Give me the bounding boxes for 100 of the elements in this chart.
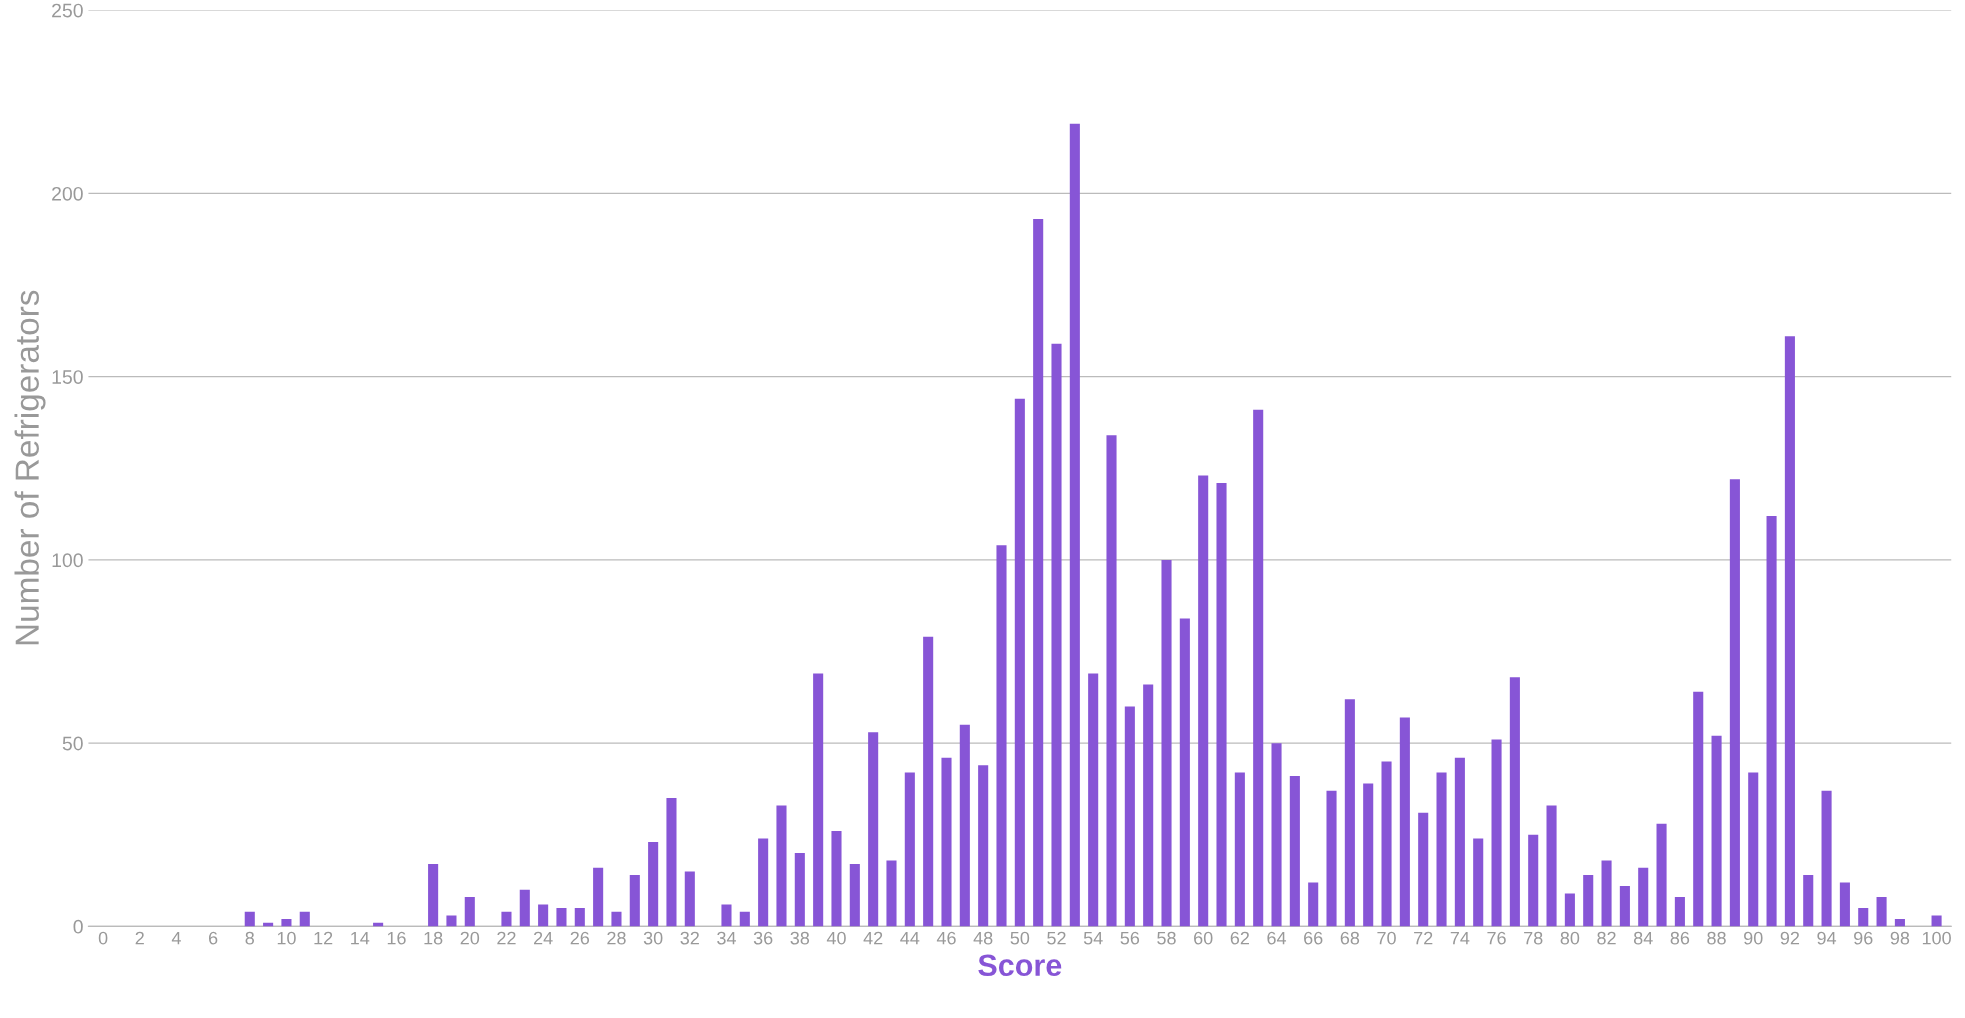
x-tick-label: 98	[1890, 931, 1910, 945]
bar	[1454, 757, 1465, 927]
y-tick-label: 0	[73, 919, 83, 934]
x-tick-label: 44	[900, 931, 920, 945]
x-tick-label: 6	[209, 931, 218, 945]
bar	[1271, 743, 1282, 927]
x-tick-label: 76	[1487, 931, 1506, 945]
x-tick-label: 74	[1450, 931, 1470, 945]
bar	[1784, 336, 1795, 927]
bar	[1033, 219, 1044, 927]
x-tick-label: 78	[1524, 931, 1543, 945]
x-tick-label: 52	[1047, 931, 1066, 945]
x-tick-label: 20	[460, 931, 480, 945]
bar	[1143, 684, 1154, 927]
bar	[776, 805, 787, 927]
x-tick-label: 8	[245, 931, 255, 945]
bar	[1619, 886, 1630, 927]
x-tick-label: 16	[387, 931, 406, 945]
x-tick-label: 82	[1597, 931, 1616, 945]
bar	[1161, 559, 1172, 927]
bar	[1308, 882, 1319, 927]
x-tick-label: 32	[680, 931, 699, 945]
bar	[1858, 908, 1869, 927]
x-tick-label: 36	[753, 931, 773, 945]
bar	[1931, 915, 1942, 927]
bar	[1216, 482, 1227, 927]
x-tick-label: 2	[135, 931, 144, 945]
x-tick-label: 10	[277, 931, 296, 945]
bar	[904, 772, 915, 927]
bar	[1253, 409, 1264, 927]
bar	[428, 864, 439, 927]
x-tick-label: 0	[98, 931, 108, 945]
bar	[464, 897, 475, 927]
bar	[1803, 875, 1814, 927]
bar	[1326, 790, 1337, 927]
x-tick-label: 26	[570, 931, 590, 945]
bar	[1381, 761, 1392, 927]
bar	[501, 911, 512, 927]
y-tick-label: 100	[52, 553, 83, 568]
y-tick-label: 150	[52, 370, 83, 384]
bar	[1234, 772, 1245, 927]
x-tick-label: 4	[171, 931, 181, 945]
bar	[1473, 838, 1484, 927]
x-tick-label: 48	[973, 931, 993, 945]
y-tick-label: 250	[52, 3, 83, 18]
bar	[978, 765, 989, 927]
bar	[1894, 919, 1905, 927]
bar	[1509, 677, 1520, 927]
bar	[739, 911, 750, 927]
x-tick-label: 40	[826, 931, 846, 945]
bar	[1198, 475, 1209, 927]
bar	[1106, 435, 1117, 927]
bar	[684, 871, 695, 927]
x-tick-label: 60	[1194, 931, 1213, 945]
x-tick-label: 54	[1083, 931, 1103, 945]
bar	[1601, 860, 1612, 927]
bar	[721, 904, 732, 927]
x-tick-label: 96	[1854, 931, 1873, 945]
bar	[813, 673, 824, 927]
bar	[1528, 834, 1539, 927]
x-tick-label: 70	[1377, 931, 1396, 945]
x-tick-label: 24	[534, 931, 553, 945]
bar	[244, 911, 255, 927]
x-tick-label: 62	[1230, 931, 1249, 945]
bar	[868, 732, 879, 927]
x-tick-label: 28	[607, 931, 626, 945]
bar	[538, 904, 549, 927]
bar	[1638, 867, 1649, 927]
x-tick-label: 80	[1560, 931, 1580, 945]
bar	[1546, 805, 1557, 927]
bar	[574, 908, 585, 927]
bar	[1711, 735, 1722, 927]
x-tick-label: 30	[643, 931, 663, 945]
bar	[1051, 343, 1062, 927]
x-tick-label: 22	[497, 931, 516, 945]
bar	[1674, 897, 1685, 927]
bar	[1564, 893, 1575, 927]
bar	[1748, 772, 1759, 927]
y-tick-label: 200	[52, 186, 83, 201]
bar	[1088, 673, 1099, 927]
x-tick-label: 50	[1010, 931, 1030, 945]
bar	[1583, 875, 1594, 927]
bar	[1656, 823, 1667, 927]
x-tick-label: 58	[1157, 931, 1176, 945]
x-tick-label: 88	[1707, 931, 1726, 945]
x-tick-label: 14	[351, 931, 370, 945]
x-tick-label: 18	[424, 931, 443, 945]
bar	[1436, 772, 1447, 927]
bar	[1491, 739, 1502, 927]
x-tick-label: 90	[1744, 931, 1763, 945]
bar	[281, 919, 292, 927]
x-tick-label: 68	[1340, 931, 1360, 945]
bar	[556, 908, 567, 927]
bar	[648, 842, 659, 927]
x-tick-label: 56	[1120, 931, 1140, 945]
bar	[1876, 897, 1887, 927]
bar	[1766, 515, 1777, 927]
bar	[1289, 776, 1300, 927]
x-tick-label: 84	[1633, 931, 1653, 945]
bar	[1839, 882, 1850, 927]
